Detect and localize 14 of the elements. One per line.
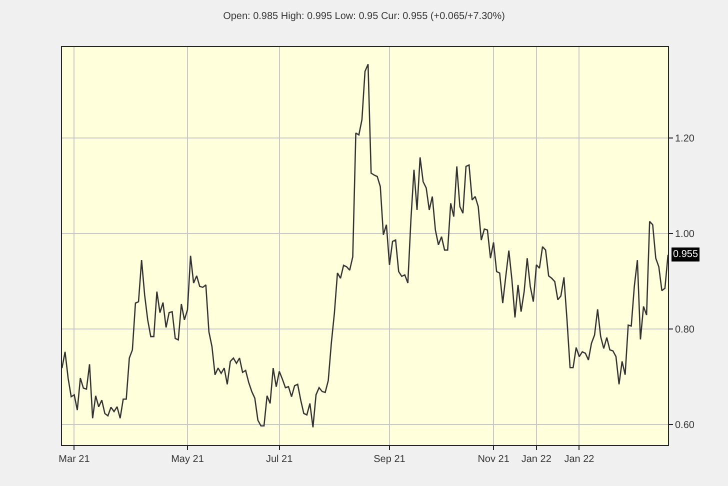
y-tick-label: 1.20	[675, 133, 695, 144]
x-tick-label: Sep 21	[374, 454, 406, 465]
x-tick-label: Jan 22	[521, 454, 552, 465]
x-tick-label: Mar 21	[58, 454, 90, 465]
x-tick-label: Jul 21	[266, 454, 294, 465]
y-tick-label: 0.80	[675, 324, 695, 336]
y-tick-label: 1.00	[675, 228, 695, 240]
x-tick-label: Nov 21	[478, 454, 510, 465]
line-series	[62, 64, 668, 428]
chart-subtitle: Open: 0.985 High: 0.995 Low: 0.95 Cur: 0.955 (+0.065/+7.30%)	[223, 11, 505, 22]
y-tick-label: 0.60	[675, 420, 695, 431]
x-tick-label: May 21	[171, 454, 204, 465]
x-tick-label: Jan 22	[564, 454, 595, 465]
text: 0.955	[673, 249, 698, 260]
